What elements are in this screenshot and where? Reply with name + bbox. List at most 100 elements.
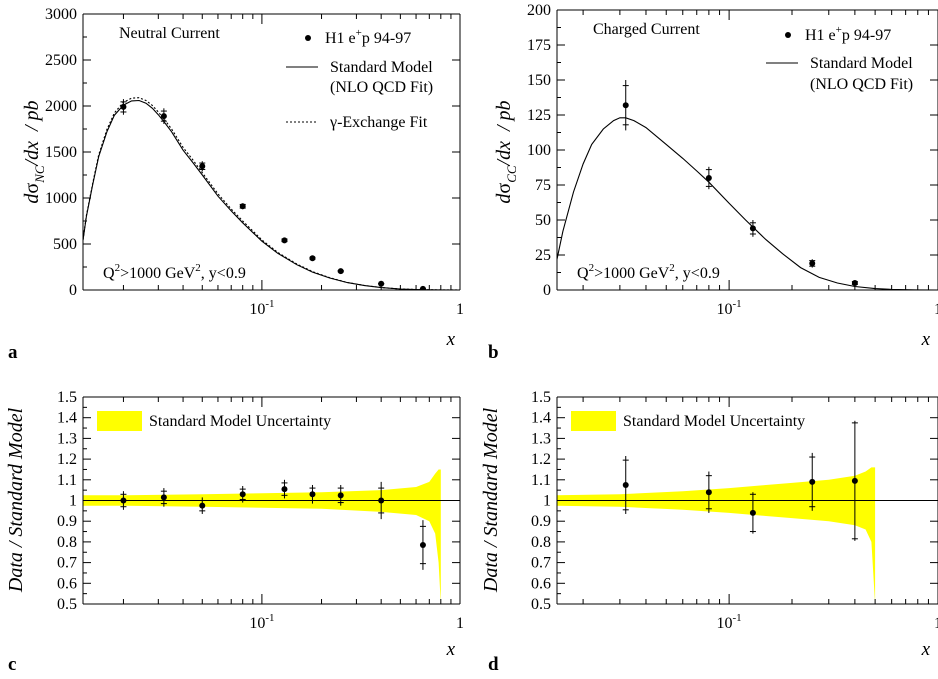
y-tick-label: 0 [69,282,77,299]
panel-d: 0.50.60.70.80.911.11.21.31.41.510-1 1xdDa… [480,389,938,675]
x-tick-base: 10 [249,301,265,318]
panel-letter: c [8,654,16,675]
panel-a: 0 500 1000 1500 2000 2500 3000 10-1 1x a dσNC/dx / … [8,6,464,363]
legend-label: Standard Model [810,55,913,72]
data-marker [160,494,167,501]
data-point [705,471,712,513]
data-point [378,481,385,520]
y-tick-label: 1.5 [531,389,551,406]
cut-suffix: , y<0.9 [675,265,720,282]
x-tick-exponent: -1 [265,298,274,310]
data-marker [809,478,816,485]
x-tick-label: 1 [456,301,464,318]
x-tick-label: 10-1 [717,298,742,318]
y-tick-label: 0.9 [57,513,77,530]
legend-sup: + [836,24,842,36]
x-axis-label: x [446,329,456,350]
data-point [622,80,629,131]
plot-area [83,97,460,290]
data-point [239,203,246,210]
data-marker [622,102,629,109]
cut-sup: 2 [115,262,121,274]
kinematic-cut-label: Q2>1000 GeV2, y<0.9 [103,262,246,282]
panel-letter: a [8,342,18,363]
plot-area [557,80,938,290]
y-tick-label: 1 [69,493,77,510]
y-tick-label: 1.2 [57,451,77,468]
x-tick-exponent: -1 [733,612,742,624]
legend-label: H1 e+p 94-97 [325,27,411,47]
x-tick-base: 10 [717,615,733,632]
y-tick-label: 75 [535,177,551,194]
legend-text: Standard Model [330,59,433,76]
data-marker [239,203,246,210]
data-point [419,285,426,290]
data-marker [809,260,816,267]
cut-sup: 2 [195,262,201,274]
plot-area [557,420,938,604]
y-axis-label: dσNC/dx / pb [21,100,47,203]
kinematic-cut-label: Q2>1000 GeV2, y<0.9 [577,262,720,282]
data-point [281,479,288,499]
ylabel-dx: /dx [21,141,43,167]
y-tick-label: 0.8 [531,534,551,551]
data-marker [337,492,344,499]
legend-marker [785,32,791,38]
x-tick-base: 1 [934,615,938,632]
data-point [337,484,344,506]
data-point [120,491,127,510]
y-tick-label: 150 [527,72,551,89]
x-tick-label: 10-1 [249,298,274,318]
x-tick-base: 1 [456,301,464,318]
data-marker [705,489,712,496]
data-point [851,280,858,286]
y-axis-label: Data / Standard Model [5,407,27,593]
data-marker [749,509,756,516]
ylabel-d: d [493,193,515,204]
legend-band-swatch [571,411,616,431]
y-tick-label: 0.7 [531,555,551,572]
y-tick-label: 2000 [45,98,77,115]
data-marker [378,280,385,287]
data-point [337,268,344,275]
ylabel-d: d [21,193,43,204]
data-marker [239,491,246,498]
y-tick-label: 175 [527,37,551,54]
panel-title: Charged Current [593,21,700,38]
y-tick-label: 200 [527,2,551,19]
data-marker [378,497,385,504]
panel-c: 0.50.60.70.80.911.11.21.31.41.510-1 1xcDa… [5,389,464,675]
data-marker [281,237,288,244]
data-marker [199,163,206,170]
y-tick-label: 0.8 [57,534,77,551]
y-tick-label: 1.4 [57,410,77,427]
x-tick-exponent: -1 [265,612,274,624]
y-tick-label: 0.7 [57,555,77,572]
x-tick-label: 10-1 [249,612,274,632]
y-tick-label: 25 [535,247,551,264]
panel-letter: d [488,654,499,675]
data-point [199,497,206,514]
y-tick-label: 0.5 [57,596,77,613]
legend-text: H1 e [325,30,356,47]
sm-uncertainty-band [83,469,441,604]
x-axis-label: x [921,329,931,350]
y-tick-label: 3000 [45,6,77,23]
data-marker [419,285,426,290]
y-tick-label: 0 [543,282,551,299]
panel-title: Neutral Current [119,25,220,42]
plot-area [83,469,460,604]
ylabel-per: / [21,120,43,132]
y-tick-label: 50 [535,212,551,229]
data-point [749,220,756,237]
data-marker [705,175,712,181]
legend-text: (NLO QCD Fit) [810,76,913,93]
ylabel-subscript: CC [504,165,519,183]
y-tick-label: 2500 [45,52,77,69]
ylabel-dx: /dx [493,141,515,167]
legend-label: H1 e+p 94-97 [805,24,891,44]
y-tick-label: 0.6 [531,575,551,592]
y-tick-label: 0.6 [57,575,77,592]
x-tick-base: 1 [456,615,464,632]
